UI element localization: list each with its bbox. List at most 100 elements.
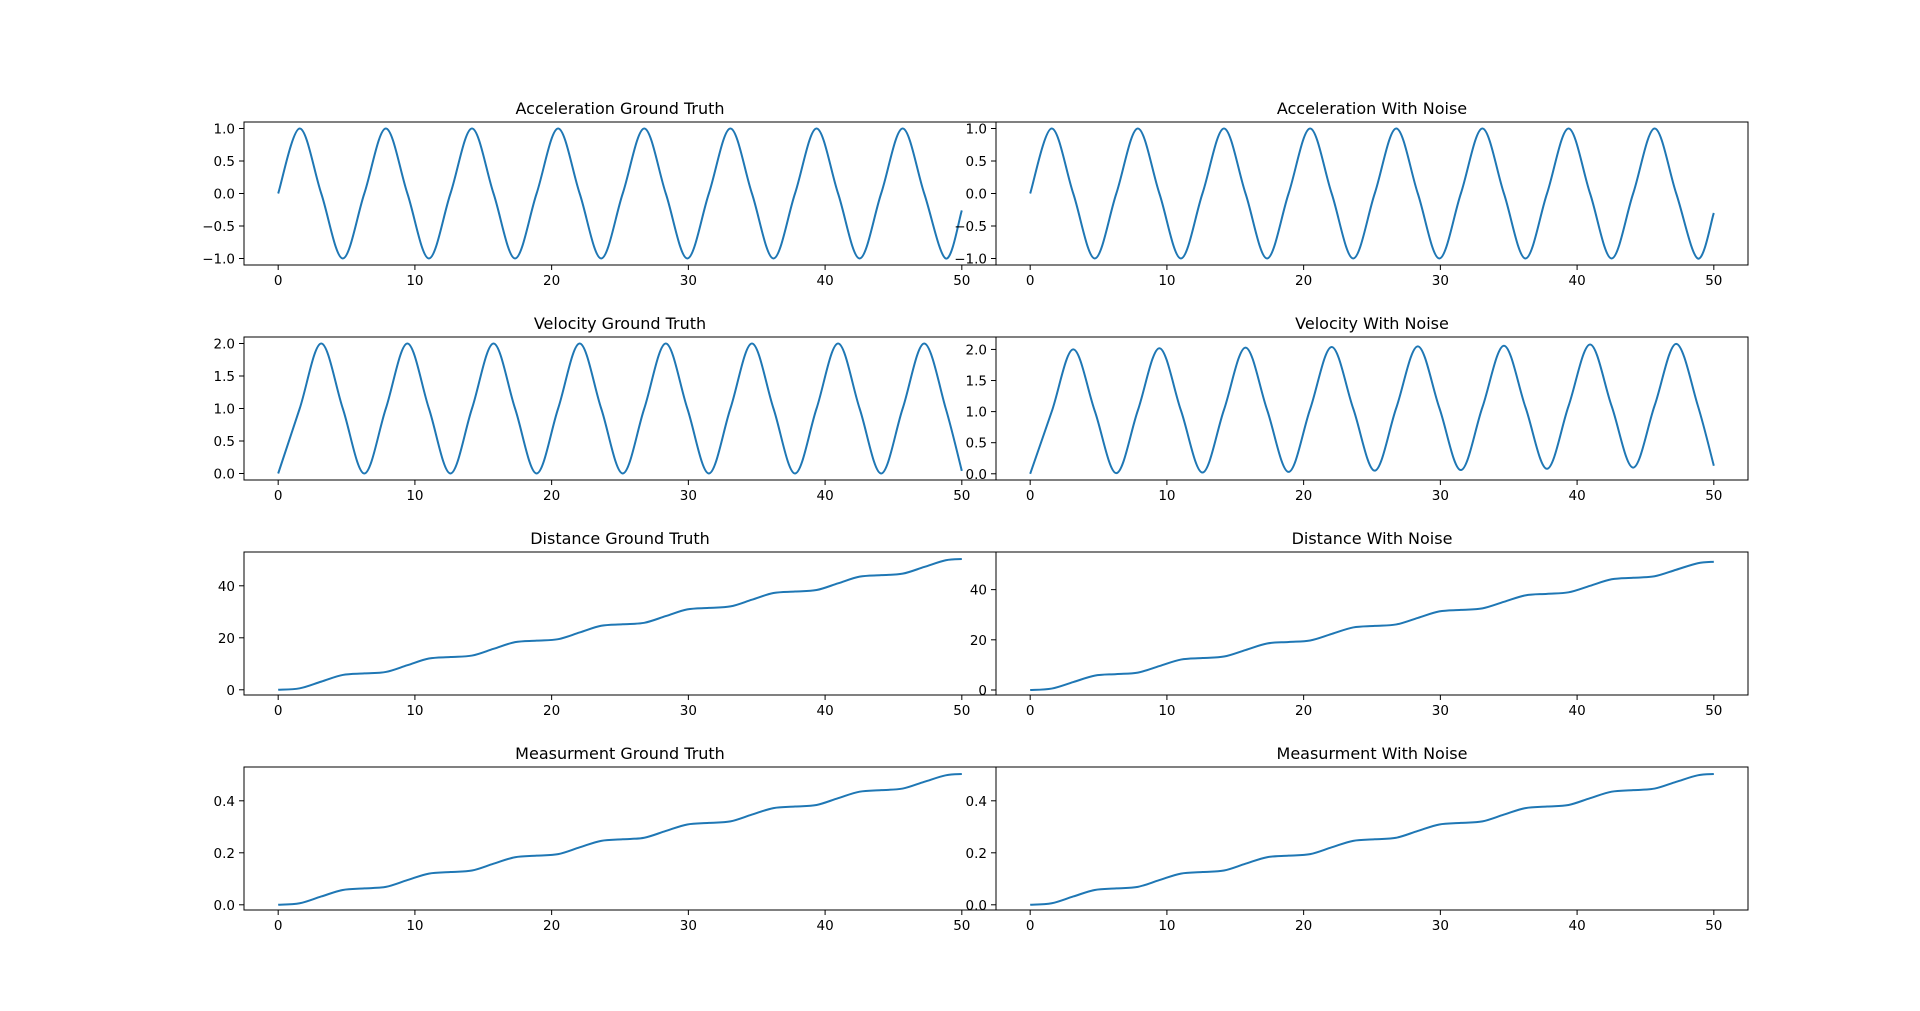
x-tick-label: 50 xyxy=(1705,488,1722,504)
x-tick-label: 20 xyxy=(1295,703,1312,719)
subplot-title: Velocity Ground Truth xyxy=(534,314,706,333)
series-line xyxy=(1030,560,1714,691)
y-tick-label: −0.5 xyxy=(202,219,235,235)
subplot-title: Acceleration Ground Truth xyxy=(516,99,725,118)
y-tick-label: 0.0 xyxy=(966,187,987,203)
y-tick-label: 0.5 xyxy=(214,434,235,450)
x-tick-label: 10 xyxy=(406,703,423,719)
y-tick-label: −1.0 xyxy=(202,252,235,268)
y-tick-label: 0.0 xyxy=(966,898,987,914)
y-tick-label: 0.5 xyxy=(966,154,987,170)
subplot-acc-noise: Acceleration With Noise 0 10 20 30 40 50 −1.0 −0… xyxy=(954,99,1749,289)
series-line xyxy=(278,558,962,691)
x-tick-label: 20 xyxy=(543,273,560,289)
y-tick-label: 1.0 xyxy=(966,405,987,421)
x-tick-label: 20 xyxy=(1295,918,1312,934)
subplot-vel-noise: Velocity With Noise 0 10 20 30 40 50 0.0 0.5 1.0 1… xyxy=(966,314,1749,504)
y-tick-label: 1.0 xyxy=(214,402,235,418)
x-tick-label: 10 xyxy=(1158,488,1175,504)
series-line xyxy=(278,773,962,906)
x-tick-label: 0 xyxy=(274,703,283,719)
subplot-title: Measurment Ground Truth xyxy=(515,744,725,763)
y-tick-label: 0 xyxy=(978,683,987,699)
x-tick-label: 50 xyxy=(1705,273,1722,289)
y-tick-label: 0.0 xyxy=(214,898,235,914)
y-tick-label: 2.0 xyxy=(966,342,987,358)
x-tick-label: 40 xyxy=(1568,488,1585,504)
y-tick-label: 0 xyxy=(226,683,235,699)
subplot-acc-gt: Acceleration Ground Truth 0 10 20 30 40 50 −1.0… xyxy=(202,99,997,289)
y-tick-label: 20 xyxy=(218,631,235,647)
x-tick-label: 50 xyxy=(953,488,970,504)
x-tick-label: 0 xyxy=(1026,488,1035,504)
y-tick-label: 20 xyxy=(970,633,987,649)
y-tick-label: 0.0 xyxy=(214,187,235,203)
x-tick-label: 30 xyxy=(680,273,697,289)
x-tick-label: 50 xyxy=(953,273,970,289)
series-line xyxy=(1029,127,1715,260)
subplot-title: Measurment With Noise xyxy=(1277,744,1468,763)
x-tick-label: 0 xyxy=(274,918,283,934)
x-tick-label: 10 xyxy=(1158,918,1175,934)
y-tick-label: 0.0 xyxy=(966,467,987,483)
axes-frame xyxy=(995,766,1749,911)
x-tick-label: 40 xyxy=(1568,273,1585,289)
x-tick-label: 40 xyxy=(1568,703,1585,719)
y-tick-label: −0.5 xyxy=(954,219,987,235)
x-tick-label: 10 xyxy=(406,273,423,289)
x-tick-label: 10 xyxy=(406,918,423,934)
x-tick-label: 20 xyxy=(543,703,560,719)
x-tick-label: 20 xyxy=(1295,488,1312,504)
y-tick-label: 0.2 xyxy=(214,846,235,862)
x-tick-label: 40 xyxy=(816,273,833,289)
axes-frame xyxy=(243,121,997,266)
y-tick-label: 0.5 xyxy=(214,154,235,170)
x-tick-label: 10 xyxy=(406,488,423,504)
x-tick-label: 40 xyxy=(816,918,833,934)
x-tick-label: 50 xyxy=(953,703,970,719)
x-tick-label: 10 xyxy=(1158,273,1175,289)
x-tick-label: 0 xyxy=(1026,918,1035,934)
x-tick-label: 30 xyxy=(680,918,697,934)
x-tick-label: 0 xyxy=(274,273,283,289)
y-tick-label: 0.2 xyxy=(966,846,987,862)
y-tick-label: 0.5 xyxy=(966,436,987,452)
y-tick-label: 2.0 xyxy=(214,337,235,353)
x-tick-label: 30 xyxy=(680,703,697,719)
subplot-vel-gt: Velocity Ground Truth 0 10 20 30 40 50 0.0 0.5 1.… xyxy=(214,314,997,504)
series-line xyxy=(277,342,963,475)
y-tick-label: −1.0 xyxy=(954,252,987,268)
x-tick-label: 30 xyxy=(1432,273,1449,289)
subplot-meas-gt: Measurment Ground Truth 0 10 20 30 40 50 0.0 0.2… xyxy=(214,744,997,934)
x-tick-label: 30 xyxy=(1432,918,1449,934)
x-tick-label: 40 xyxy=(816,703,833,719)
subplot-dist-noise: Distance With Noise 0 10 20 30 40 50 0 20 40 xyxy=(970,529,1749,719)
y-tick-label: 0.4 xyxy=(966,794,987,810)
series-line xyxy=(277,127,963,260)
y-tick-label: 1.5 xyxy=(966,374,987,390)
x-tick-label: 50 xyxy=(1705,703,1722,719)
x-tick-label: 20 xyxy=(543,918,560,934)
axes-frame xyxy=(995,336,1749,481)
x-tick-label: 10 xyxy=(1158,703,1175,719)
x-tick-label: 0 xyxy=(1026,703,1035,719)
subplot-dist-gt: Distance Ground Truth 0 10 20 30 40 50 0 20 40 xyxy=(218,529,997,719)
y-tick-label: 40 xyxy=(970,583,987,599)
y-tick-label: 1.0 xyxy=(214,122,235,138)
y-tick-label: 40 xyxy=(218,579,235,595)
y-tick-label: 0.0 xyxy=(214,467,235,483)
y-tick-label: 1.5 xyxy=(214,369,235,385)
x-tick-label: 20 xyxy=(543,488,560,504)
x-tick-label: 50 xyxy=(1705,918,1722,934)
subplot-title: Velocity With Noise xyxy=(1295,314,1449,333)
subplot-title: Distance With Noise xyxy=(1292,529,1453,548)
y-tick-label: 1.0 xyxy=(966,122,987,138)
x-tick-label: 0 xyxy=(274,488,283,504)
subplot-meas-noise: Measurment With Noise 0 10 20 30 40 50 0.0 0.2 0.… xyxy=(966,744,1749,934)
axes-frame xyxy=(995,551,1749,696)
x-tick-label: 40 xyxy=(816,488,833,504)
subplot-title: Acceleration With Noise xyxy=(1277,99,1467,118)
x-tick-label: 30 xyxy=(680,488,697,504)
axes-frame xyxy=(995,121,1749,266)
